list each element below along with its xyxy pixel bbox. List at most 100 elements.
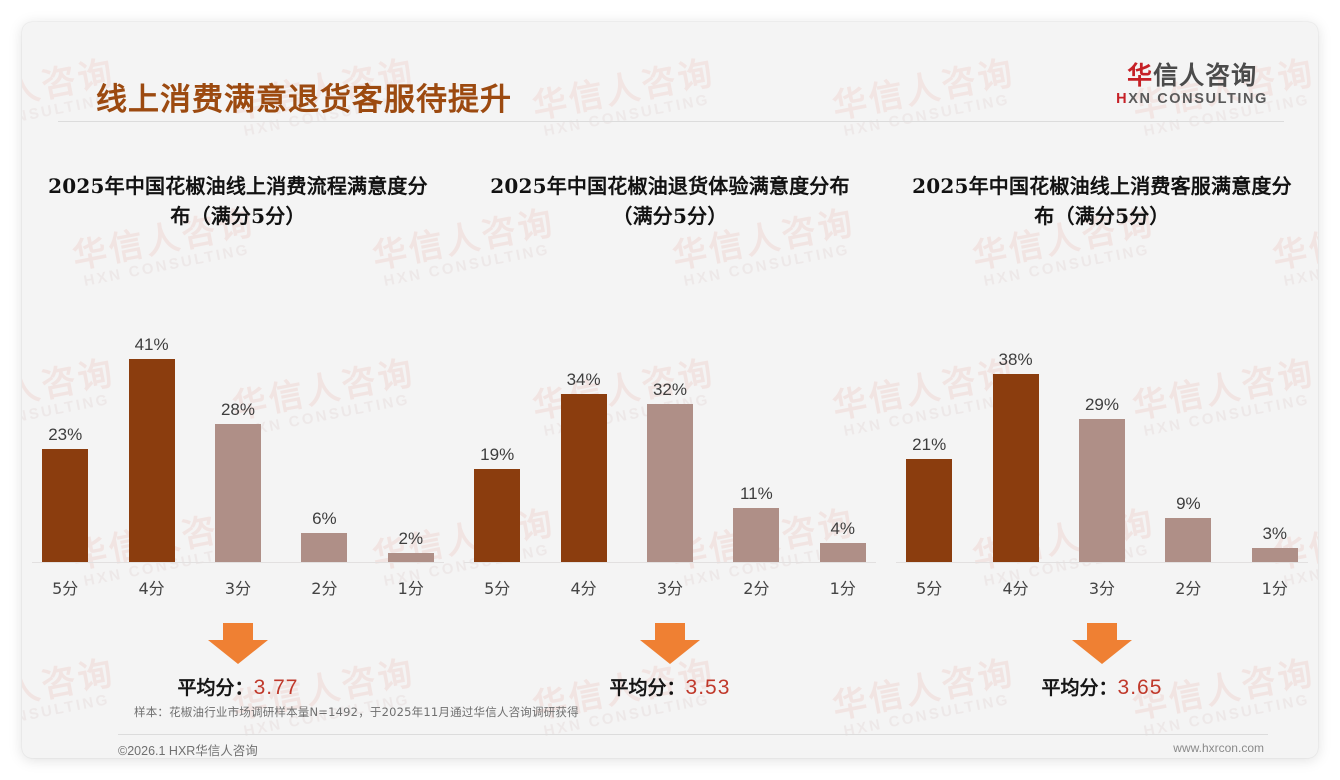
bar[interactable]: [474, 468, 521, 564]
bar-value-label: 38%: [998, 350, 1033, 370]
average-score-value: 3.77: [253, 676, 299, 700]
arrow-container: [454, 623, 886, 665]
x-axis-labels: 5分 4分 3分 2分 1分: [454, 575, 886, 599]
bar-group: 21% 38% 29% 9% 3%: [886, 305, 1318, 564]
x-axis-labels: 5分 4分 3分 2分 1分: [886, 575, 1318, 599]
logo-english-text: HXN CONSULTING: [1116, 91, 1268, 107]
bar-value-label: 3%: [1262, 524, 1288, 544]
bar-slot: 21%: [894, 305, 964, 564]
company-logo: 华信人咨询 HXN CONSULTING: [1116, 62, 1268, 107]
footer-divider: [118, 734, 1268, 735]
x-axis-line: [463, 562, 876, 564]
x-axis-tick-label: 2分: [743, 579, 770, 599]
bar-slot: 9%: [1153, 305, 1223, 564]
chart-title: 2025年中国花椒油退货体验满意度分布（满分5分）: [490, 174, 850, 228]
charts-container: 2025年中国花椒油线上消费流程满意度分布（满分5分） 23% 41% 28% 6% 2%…: [22, 172, 1318, 700]
x-axis-tick-label: 1分: [829, 579, 856, 599]
bar-slot: 19%: [462, 305, 532, 564]
average-score-label: 平均分：: [609, 677, 686, 700]
chart-panel: 2025年中国花椒油线上消费流程满意度分布（满分5分） 23% 41% 28% 6% 2%…: [22, 172, 454, 700]
x-axis-tick-label: 3分: [656, 579, 684, 599]
logo-cn-rest: 信人咨询: [1153, 61, 1258, 90]
bar-slot: 2%: [376, 305, 446, 564]
bar-value-label: 29%: [1084, 394, 1119, 414]
average-score-value: 3.53: [685, 676, 731, 700]
bar-group: 23% 41% 28% 6% 2%: [22, 305, 454, 564]
bar[interactable]: [387, 553, 434, 564]
bar-value-label: 28%: [220, 399, 255, 419]
bar[interactable]: [128, 359, 175, 564]
x-axis-tick-label: 1分: [1261, 579, 1288, 599]
x-axis-tick-label: 3分: [1088, 579, 1116, 599]
bar-slot: 41%: [116, 305, 186, 564]
bar[interactable]: [1165, 518, 1212, 564]
x-axis-tick-label: 5分: [52, 579, 79, 599]
bar[interactable]: [992, 374, 1039, 564]
down-arrow-icon: [639, 623, 700, 665]
average-score-label: 平均分：: [177, 677, 254, 700]
average-score-label: 平均分：: [1041, 677, 1118, 700]
bar-slot: 23%: [30, 305, 100, 564]
average-score: 平均分：3.65: [886, 673, 1318, 700]
bar-value-label: 23%: [48, 424, 83, 444]
website-url: www.hxrcon.com: [1173, 741, 1264, 755]
chart-title: 2025年中国花椒油线上消费流程满意度分布（满分5分）: [48, 174, 428, 228]
source-footnote: 样本：花椒油行业市场调研样本量N=1492，于2025年11月通过华信人咨询调研…: [134, 705, 579, 719]
bar-slot: 11%: [721, 305, 791, 564]
bar-value-label: 32%: [652, 379, 687, 399]
chart-plot-area: 23% 41% 28% 6% 2%: [22, 305, 454, 564]
bar-slot: 3%: [1240, 305, 1310, 564]
bar-slot: 4%: [808, 305, 878, 564]
chart-panel: 2025年中国花椒油退货体验满意度分布（满分5分） 19% 34% 32% 11% 4% 5…: [454, 172, 886, 700]
bar-value-label: 21%: [912, 434, 947, 454]
chart-title: 2025年中国花椒油线上消费客服满意度分布（满分5分）: [912, 174, 1292, 228]
logo-chinese-text: 华信人咨询: [1116, 62, 1268, 90]
bar[interactable]: [560, 393, 607, 564]
slide-header: 线上消费满意退货客服待提升 华信人咨询 HXN CONSULTING: [22, 22, 1318, 120]
average-score: 平均分：3.77: [22, 673, 454, 700]
bar[interactable]: [1251, 548, 1298, 564]
bar-value-label: 41%: [134, 335, 169, 355]
bar-slot: 34%: [548, 305, 618, 564]
bar-value-label: 34%: [566, 369, 601, 389]
chart-panel: 2025年中国花椒油线上消费客服满意度分布（满分5分） 21% 38% 29% 9% 3%…: [886, 172, 1318, 700]
bar-slot: 32%: [635, 305, 705, 564]
x-axis-line: [895, 562, 1308, 564]
down-arrow-icon: [1071, 623, 1132, 665]
bar[interactable]: [42, 448, 89, 564]
bar-value-label: 11%: [739, 484, 773, 504]
x-axis-tick-label: 2分: [311, 579, 338, 599]
page-title: 线上消费满意退货客服待提升: [96, 82, 512, 118]
x-axis-tick-label: 2分: [1175, 579, 1202, 599]
logo-en-rest: XN CONSULTING: [1128, 90, 1268, 107]
x-axis-line: [32, 562, 444, 564]
bar-slot: 38%: [980, 305, 1050, 564]
copyright-text: ©2026.1 HXR华信人咨询: [118, 744, 258, 758]
bar[interactable]: [819, 543, 866, 564]
bar[interactable]: [214, 423, 261, 564]
bar-value-label: 2%: [398, 529, 424, 549]
x-axis-tick-label: 3分: [224, 579, 252, 599]
average-score: 平均分：3.53: [454, 673, 886, 700]
bar-value-label: 4%: [830, 519, 856, 539]
x-axis-labels: 5分 4分 3分 2分 1分: [22, 575, 454, 599]
bar-value-label: 6%: [312, 509, 337, 529]
bar-value-label: 19%: [480, 444, 515, 464]
logo-en-red: H: [1116, 90, 1129, 107]
x-axis-tick-label: 4分: [1002, 579, 1029, 599]
bar[interactable]: [646, 403, 693, 564]
down-arrow-icon: [207, 623, 268, 665]
bar-slot: 29%: [1067, 305, 1137, 564]
bar-value-label: 9%: [1176, 494, 1201, 514]
chart-plot-area: 19% 34% 32% 11% 4%: [454, 305, 886, 564]
bar[interactable]: [733, 508, 780, 564]
bar-slot: 6%: [289, 305, 359, 564]
bar[interactable]: [906, 458, 953, 564]
bar-slot: 28%: [203, 305, 273, 564]
x-axis-tick-label: 1分: [397, 579, 424, 599]
x-axis-tick-label: 4分: [570, 579, 597, 599]
chart-plot-area: 21% 38% 29% 9% 3%: [886, 305, 1318, 564]
bar[interactable]: [1078, 418, 1125, 564]
bar[interactable]: [301, 533, 348, 564]
